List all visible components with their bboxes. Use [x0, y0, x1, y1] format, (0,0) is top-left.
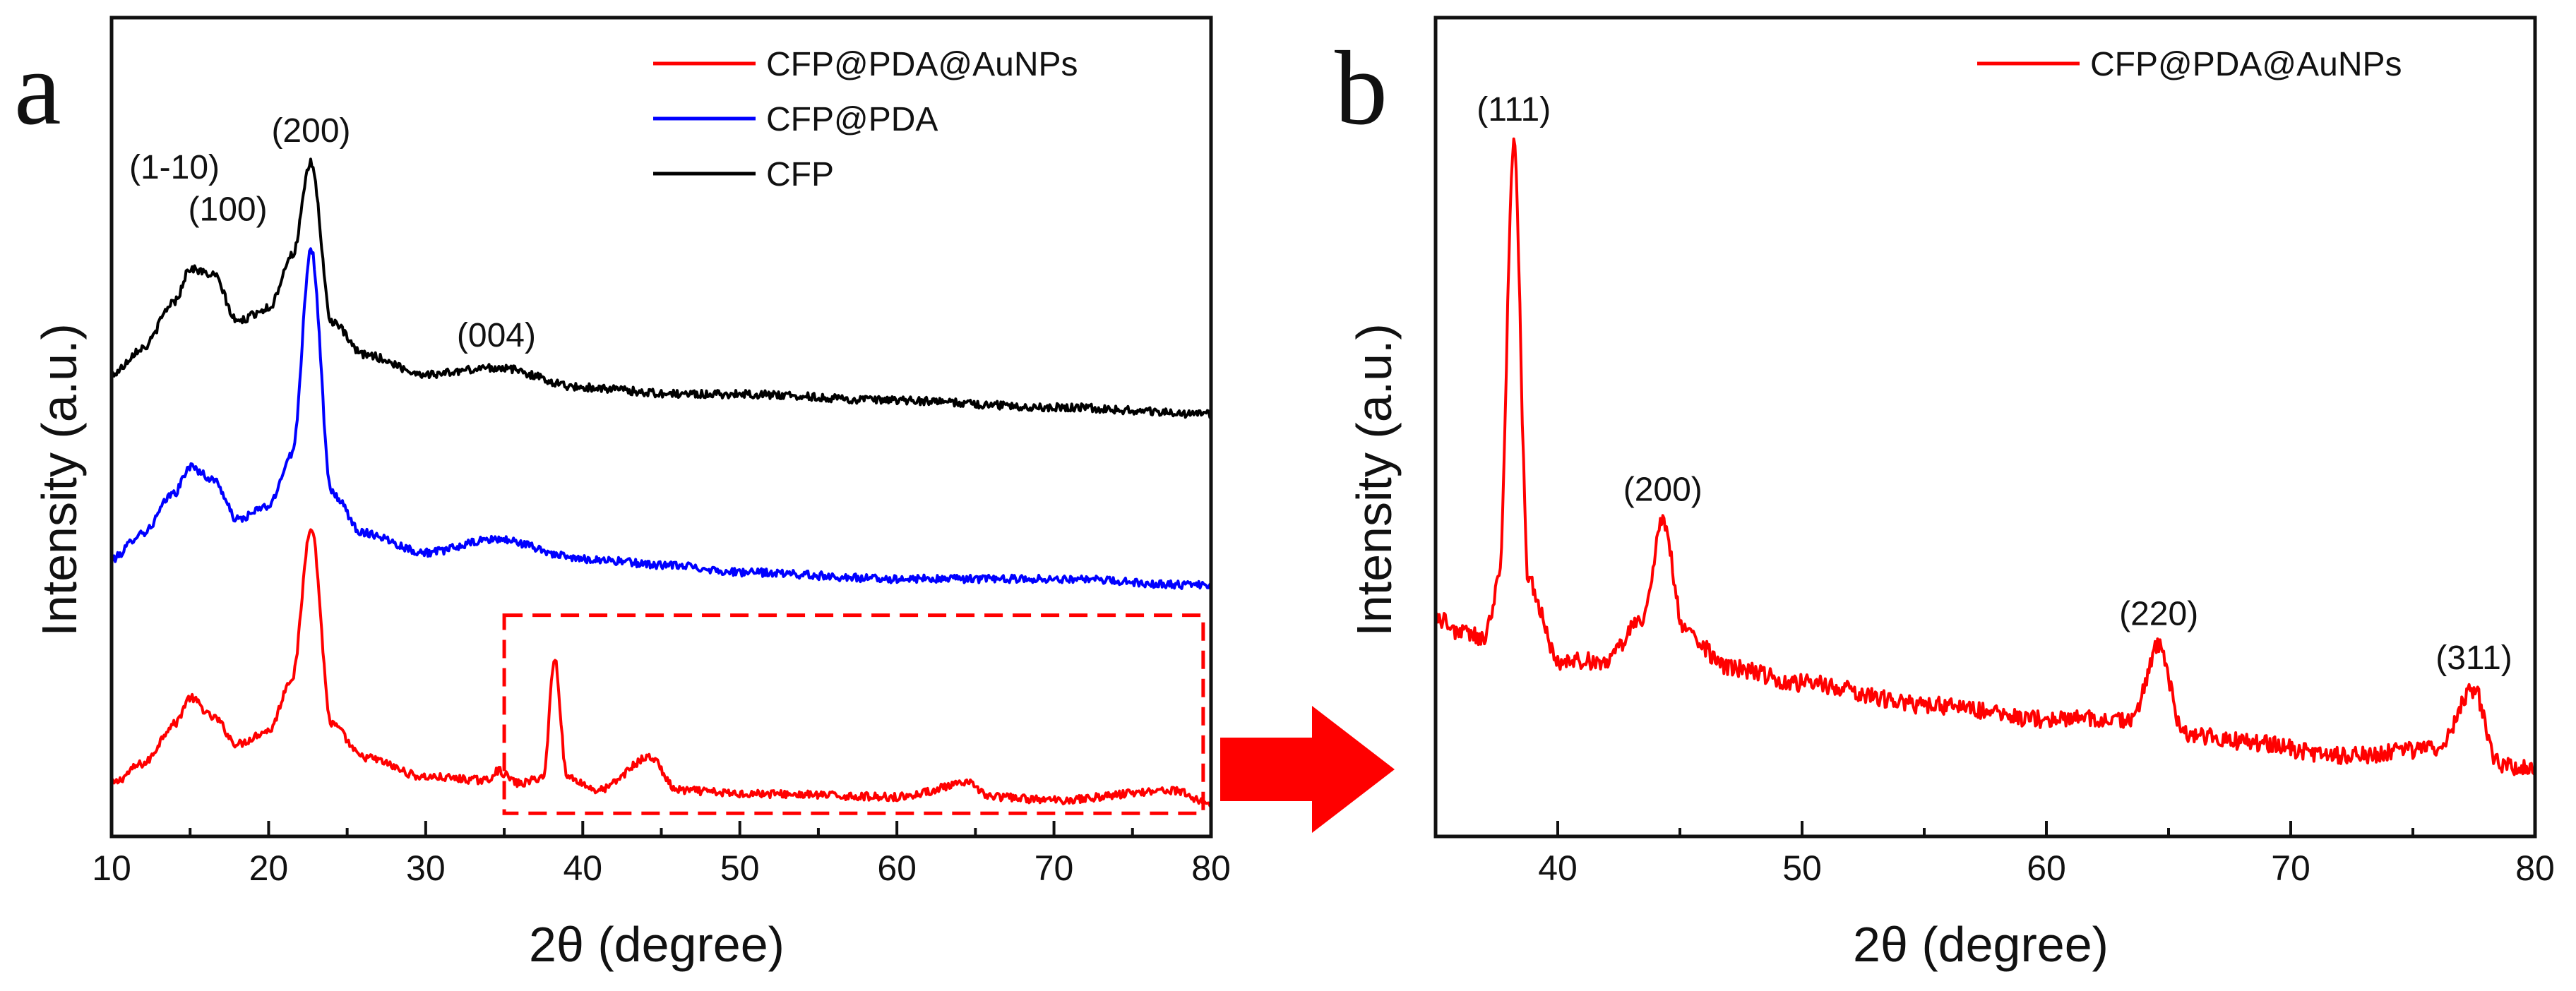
peak-label: (311): [2435, 639, 2512, 677]
series-line-cfp-pda: [112, 247, 1211, 590]
panel-b-letter: b: [1335, 30, 1388, 147]
peak-label: (004): [457, 317, 536, 354]
x-tick-label: 10: [92, 848, 131, 888]
x-tick-label: 50: [1782, 848, 1822, 888]
panel-b-frame: [1433, 16, 2537, 839]
panel-a-chart: a 10 20 30 40 50 60 70 80 (1-10) (100) (200) (004)…: [14, 16, 1231, 972]
x-tick-label: 40: [1538, 848, 1578, 888]
panel-a-plot-area: [112, 157, 1211, 815]
legend-label: CFP: [766, 156, 834, 193]
x-tick-label: 70: [1034, 848, 1074, 888]
zoom-arrow: [1220, 706, 1395, 833]
panel-b-annotations: (111) (200) (220) (311): [1477, 91, 2512, 677]
legend-label: CFP@PDA: [766, 101, 938, 138]
x-tick-label: 60: [877, 848, 917, 888]
zoom-region-box: [502, 613, 1205, 815]
panel-b-x-ticks: 40 50 60 70 80: [1434, 821, 2555, 888]
peak-label: (111): [1477, 91, 1551, 128]
x-tick-label: 80: [2515, 848, 2555, 888]
peak-label: (220): [2119, 596, 2198, 633]
series-line-cfp: [112, 157, 1211, 419]
panel-a-legend: CFP@PDA@AuNPs CFP@PDA CFP: [653, 46, 1078, 193]
panel-a-x-ticks: 10 20 30 40 50 60 70 80: [92, 821, 1231, 888]
panel-a-letter: a: [14, 30, 61, 147]
series-line-cfp-pda-aunps: [112, 528, 1211, 807]
x-tick-label: 60: [2027, 848, 2066, 888]
panel-a-x-axis-label: 2θ (degree): [529, 917, 785, 972]
x-tick-label: 30: [406, 848, 446, 888]
panel-b-plot-area: [1436, 137, 2535, 776]
legend-label: CFP@PDA@AuNPs: [766, 46, 1078, 83]
panel-b-chart: b 40 50 60 70 80 (111) (200) (220) (311) CFP@PD…: [1335, 16, 2555, 972]
peak-label: (200): [1623, 472, 1703, 509]
x-tick-label: 80: [1191, 848, 1231, 888]
series-line-cfp-pda-aunps: [1436, 137, 2535, 776]
x-tick-label: 40: [563, 848, 602, 888]
x-tick-label: 50: [720, 848, 760, 888]
panel-a-y-axis-label: Intensity (a.u.): [32, 323, 87, 637]
panel-a-annotations: (1-10) (100) (200) (004): [129, 112, 536, 354]
x-tick-label: 70: [2271, 848, 2310, 888]
x-tick-label: 20: [249, 848, 289, 888]
panel-b-y-axis-label: Intensity (a.u.): [1347, 323, 1402, 637]
peak-label: (200): [271, 112, 350, 150]
panel-b-x-axis-label: 2θ (degree): [1853, 917, 2109, 972]
panel-b-legend: CFP@PDA@AuNPs: [1977, 46, 2402, 83]
peak-label: (100): [189, 191, 268, 228]
legend-label: CFP@PDA@AuNPs: [2090, 46, 2402, 83]
peak-label: (1-10): [129, 149, 220, 186]
